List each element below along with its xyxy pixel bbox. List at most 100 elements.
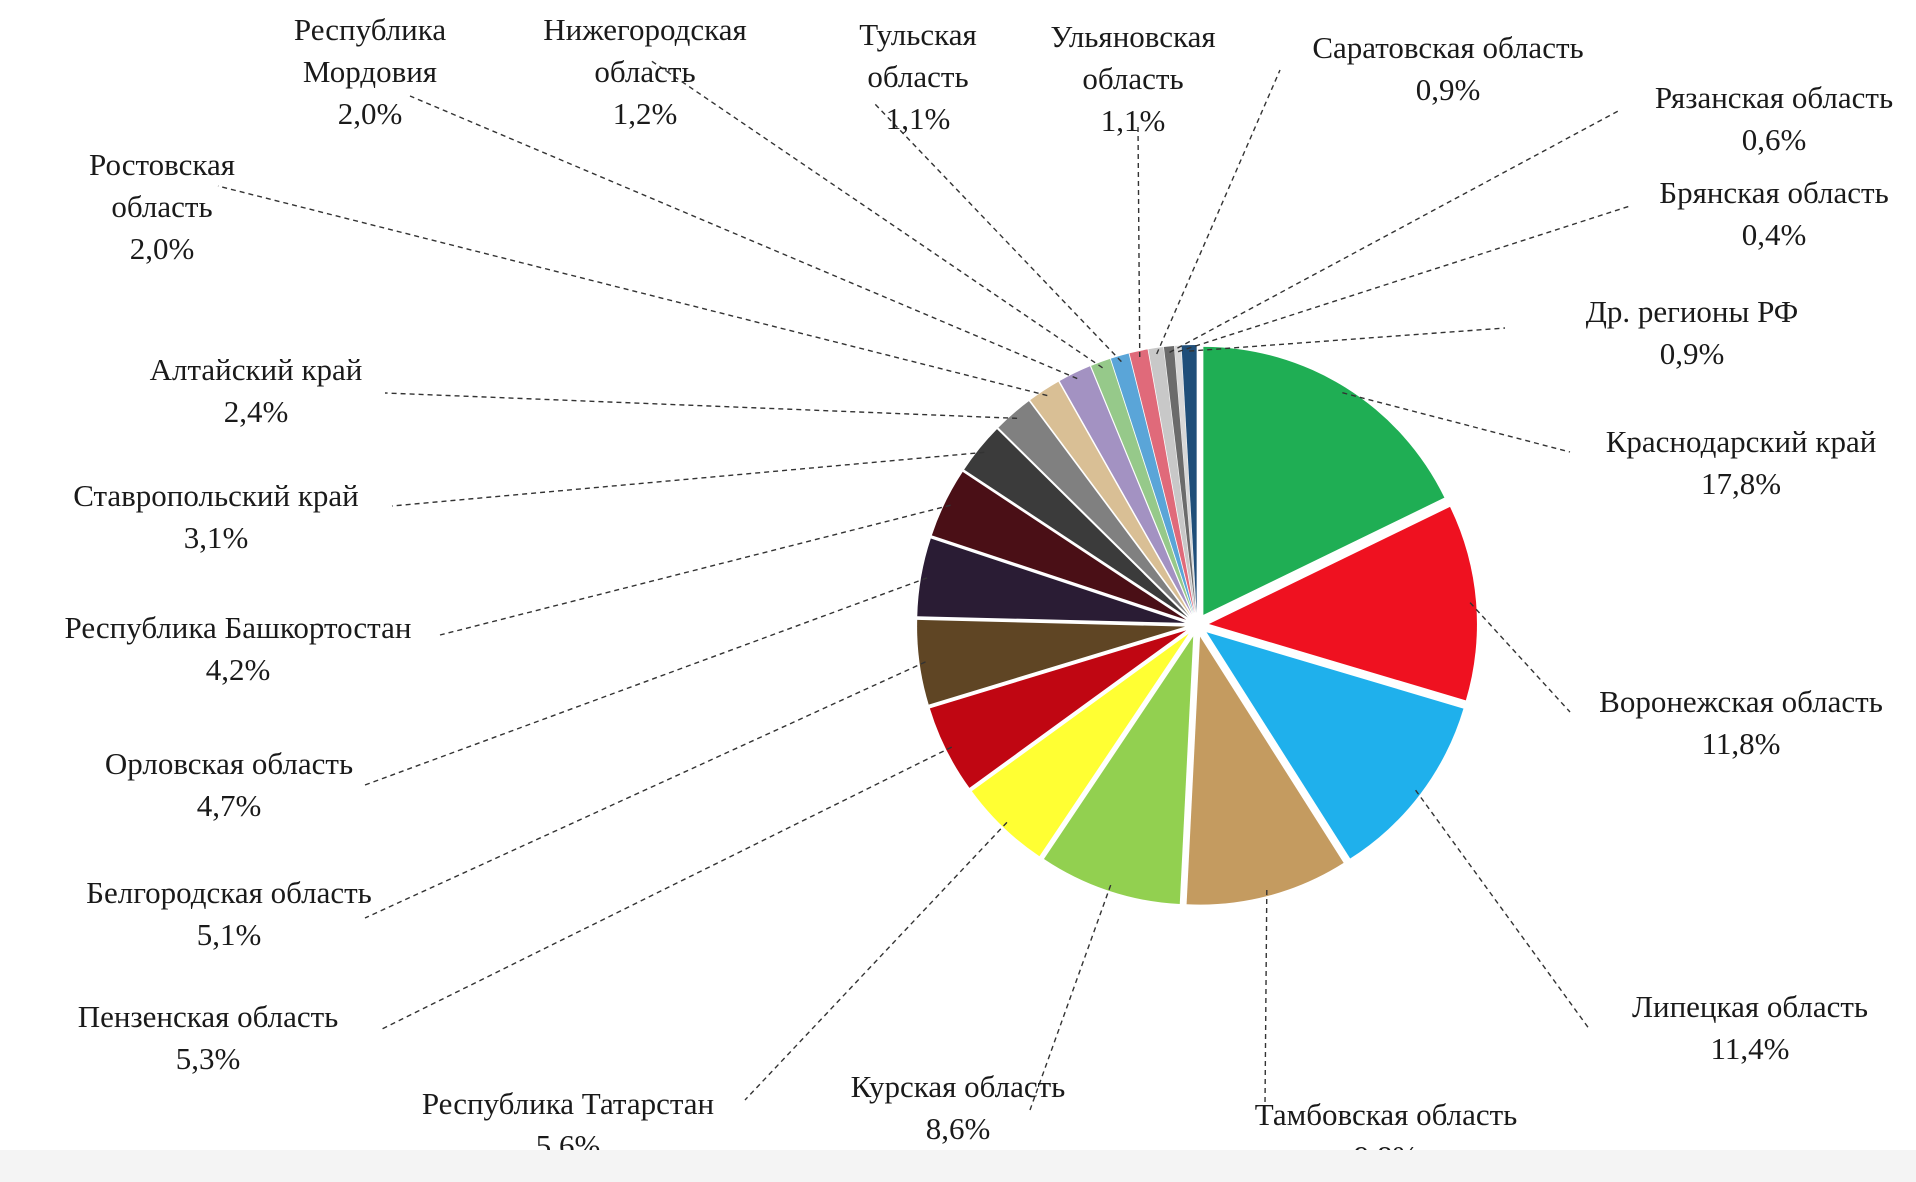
slice-label-orlovskaya-oblast: Орловская область 4,7%	[105, 746, 353, 823]
slice-value-label: 8,6%	[926, 1111, 991, 1146]
slice-value-label: 2,0%	[338, 96, 403, 131]
leader-line-ulyanovskaya-oblast	[1137, 124, 1141, 358]
slice-label-krasnodarskiy-kray: Краснодарский край 17,8%	[1606, 424, 1877, 501]
slice-category-label: Тульская	[859, 17, 977, 52]
leader-line-ryazanskaya-oblast	[1169, 109, 1621, 353]
slice-value-label: 0,9%	[1660, 336, 1725, 371]
slice-label-tulskaya-oblast: Тульская область 1,1%	[859, 17, 977, 136]
slice-category-label: область	[594, 54, 695, 89]
slice-respublika-bashkortostan	[931, 471, 1187, 620]
leader-line-saratovskaya-oblast	[1156, 69, 1281, 355]
slice-penzenskaya-oblast	[929, 630, 1187, 788]
slice-value-label: 3,1%	[184, 520, 249, 555]
slice-category-label: Республика Татарстан	[422, 1086, 714, 1121]
slice-label-altayskiy-kray: Алтайский край 2,4%	[150, 352, 363, 429]
slice-category-label: Воронежская область	[1599, 684, 1883, 719]
leader-line-orlovskaya-oblast	[364, 577, 928, 786]
slice-value-label: 0,6%	[1742, 122, 1807, 157]
slice-category-label: Орловская область	[105, 746, 353, 781]
slice-category-label: Краснодарский край	[1606, 424, 1877, 459]
leader-line-voronezhskaya-oblast	[1469, 602, 1571, 713]
slice-category-label: Алтайский край	[150, 352, 363, 387]
slice-ulyanovskaya-oblast	[1129, 349, 1195, 614]
slice-category-label: Др. регионы РФ	[1586, 294, 1799, 329]
leader-line-kurskaya-oblast	[1029, 884, 1112, 1111]
slice-value-label: 4,7%	[197, 788, 262, 823]
leader-line-stavropolskiy-kray	[391, 451, 985, 507]
slice-stavropolskiy-kray	[964, 429, 1188, 618]
leader-line-respublika-mordoviya	[409, 95, 1078, 380]
slice-label-lipetskaya-oblast: Липецкая область 11,4%	[1632, 989, 1868, 1066]
leader-line-dr-regiony-rf	[1189, 327, 1506, 352]
slice-label-voronezhskaya-oblast: Воронежская область 11,8%	[1599, 684, 1883, 761]
slice-altayskiy-kray	[998, 401, 1190, 616]
slice-value-label: 1,1%	[1101, 103, 1166, 138]
leader-line-krasnodarskiy-kray	[1342, 392, 1571, 453]
slice-respublika-tatarstan	[971, 633, 1189, 857]
slice-value-label: 4,2%	[206, 652, 271, 687]
slice-respublika-mordoviya	[1059, 366, 1192, 615]
slice-category-label: Ульяновская	[1050, 19, 1215, 54]
slice-value-label: 17,8%	[1701, 466, 1781, 501]
leader-line-bryanskaya-oblast	[1177, 205, 1631, 353]
slice-rostovskaya-oblast	[1030, 381, 1191, 615]
slice-label-respublika-bashkortostan: Республика Башкортостан 4,2%	[65, 610, 412, 687]
slice-value-label: 2,4%	[224, 394, 289, 429]
slice-category-label: Рязанская область	[1655, 80, 1893, 115]
slice-category-label: Мордовия	[303, 54, 437, 89]
slice-category-label: Пензенская область	[78, 999, 339, 1034]
leader-line-lipetskaya-oblast	[1415, 789, 1591, 1031]
slice-label-penzenskaya-oblast: Пензенская область 5,3%	[78, 999, 339, 1076]
slice-value-label: 0,4%	[1742, 217, 1807, 252]
slice-value-label: 1,1%	[886, 101, 951, 136]
slice-category-label: Белгородская область	[86, 875, 372, 910]
slice-value-label: 5,1%	[197, 917, 262, 952]
slice-kurskaya-oblast	[1043, 636, 1194, 905]
slice-value-label: 1,2%	[613, 96, 678, 131]
slice-dr-regiony-rf	[1181, 345, 1197, 614]
slice-category-label: Саратовская область	[1312, 30, 1583, 65]
slice-value-label: 0,9%	[1416, 72, 1481, 107]
slice-tambovskaya-oblast	[1186, 636, 1344, 905]
leader-line-rostovskaya-oblast	[217, 185, 1048, 397]
slice-value-label: 11,4%	[1711, 1031, 1790, 1066]
slice-label-ryazanskaya-oblast: Рязанская область 0,6%	[1655, 80, 1893, 157]
leader-line-altayskiy-kray	[384, 392, 1018, 420]
slice-tulskaya-oblast	[1110, 353, 1194, 614]
leader-line-tulskaya-oblast	[874, 103, 1122, 363]
leader-line-tambovskaya-oblast	[1264, 889, 1268, 1106]
leader-line-respublika-bashkortostan	[439, 504, 951, 636]
slice-category-label: Тамбовская область	[1255, 1097, 1518, 1132]
slice-saratovskaya-oblast	[1148, 347, 1196, 614]
slice-category-label: Республика	[294, 12, 446, 47]
slice-label-nizhegorodskaya-oblast: Нижегородская область 1,2%	[543, 12, 746, 131]
slice-belgorodskaya-oblast	[917, 619, 1186, 705]
slice-value-label: 11,8%	[1702, 726, 1781, 761]
leader-lines	[217, 59, 1631, 1111]
slice-nizhegorodskaya-oblast	[1091, 358, 1193, 614]
pie-slices	[917, 345, 1477, 905]
leader-line-belgorodskaya-oblast	[364, 661, 926, 919]
slice-value-label: 2,0%	[130, 231, 195, 266]
slice-voronezhskaya-oblast	[1208, 506, 1477, 701]
slice-label-belgorodskaya-oblast: Белгородская область 5,1%	[86, 875, 372, 952]
slice-category-label: область	[111, 189, 212, 224]
page-footer-strip	[0, 1150, 1916, 1182]
slice-category-label: Курская область	[851, 1069, 1066, 1104]
leader-line-nizhegorodskaya-oblast	[649, 59, 1103, 369]
slice-label-bryanskaya-oblast: Брянская область 0,4%	[1659, 175, 1888, 252]
slice-krasnodarskiy-kray	[1203, 346, 1445, 615]
slice-bryanskaya-oblast	[1174, 345, 1197, 614]
slice-category-label: область	[1082, 61, 1183, 96]
slice-lipetskaya-oblast	[1206, 632, 1464, 859]
slice-category-label: Ростовская	[89, 147, 235, 182]
slice-label-rostovskaya-oblast: Ростовская область 2,0%	[89, 147, 235, 266]
slice-label-saratovskaya-oblast: Саратовская область 0,9%	[1312, 30, 1583, 107]
slice-orlovskaya-oblast	[917, 538, 1186, 623]
slice-ryazanskaya-oblast	[1163, 345, 1196, 614]
slice-label-stavropolskiy-kray: Ставропольский край 3,1%	[73, 478, 359, 555]
slice-category-label: область	[867, 59, 968, 94]
slice-label-kurskaya-oblast: Курская область 8,6%	[851, 1069, 1066, 1146]
slice-category-label: Республика Башкортостан	[65, 610, 412, 645]
